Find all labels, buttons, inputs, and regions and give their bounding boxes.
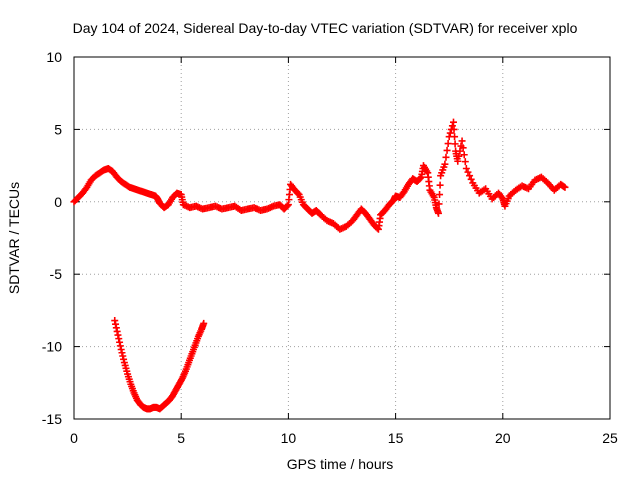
data-point [112, 320, 120, 328]
data-point [112, 324, 120, 332]
data-point [451, 140, 459, 148]
data-point [435, 200, 443, 208]
data-point [200, 319, 208, 327]
data-points [70, 118, 569, 413]
data-point [283, 202, 291, 210]
x-axis-label: GPS time / hours [287, 456, 394, 472]
data-point [115, 335, 123, 343]
data-point [449, 118, 457, 126]
data-point [117, 345, 125, 353]
data-point [111, 317, 119, 325]
data-point [466, 172, 474, 180]
data-point [444, 140, 452, 148]
y-tick-label: -10 [42, 339, 62, 355]
data-point [461, 158, 469, 166]
data-point [448, 122, 456, 130]
y-tick-label: -15 [42, 411, 62, 427]
data-point [460, 151, 468, 159]
x-tick-label: 5 [177, 430, 185, 446]
data-point [442, 153, 450, 161]
data-point [113, 327, 121, 335]
data-point [446, 129, 454, 137]
data-point [441, 160, 449, 168]
data-point [119, 352, 127, 360]
data-point [294, 189, 302, 197]
plot-frame [73, 56, 611, 420]
x-tick-label: 0 [70, 430, 78, 446]
x-tick-label: 20 [495, 430, 511, 446]
y-tick-label: -5 [50, 266, 63, 282]
grid-lines [74, 57, 610, 419]
data-point [434, 209, 442, 217]
data-point [116, 338, 124, 346]
data-point [451, 133, 459, 141]
x-tick-label: 10 [281, 430, 297, 446]
data-point [467, 175, 475, 183]
data-point [416, 174, 424, 182]
data-point [118, 349, 126, 357]
data-point [455, 152, 463, 160]
data-point [450, 125, 458, 133]
chart-title: Day 104 of 2024, Sidereal Day-to-day VTE… [73, 20, 578, 36]
x-tick-labels: 0 5 10 15 20 25 [70, 430, 618, 446]
data-point [454, 157, 462, 165]
data-point [561, 183, 569, 191]
data-point [464, 168, 472, 176]
y-axis-label: SDTVAR / TECUs [6, 182, 22, 294]
data-point [114, 331, 122, 339]
y-tick-labels: -15 -10 -5 0 5 10 [42, 49, 62, 427]
data-point [456, 147, 464, 155]
y-tick-label: 0 [54, 194, 62, 210]
y-tick-label: 10 [46, 49, 62, 65]
data-point [462, 164, 470, 172]
data-point [436, 191, 444, 199]
axis-ticks [73, 56, 611, 420]
data-point [443, 146, 451, 154]
x-tick-label: 25 [602, 430, 618, 446]
data-point [459, 144, 467, 152]
y-tick-label: 5 [54, 121, 62, 137]
data-point [458, 137, 466, 145]
x-tick-label: 15 [388, 430, 404, 446]
data-point [120, 355, 128, 363]
data-point [436, 181, 444, 189]
data-point [116, 342, 124, 350]
